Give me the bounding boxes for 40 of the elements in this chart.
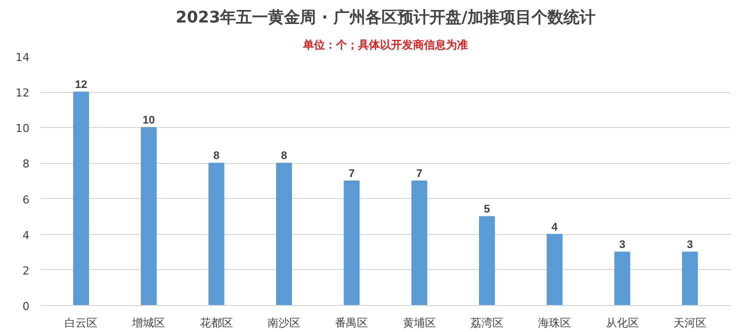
x-tick-label: 花都区 xyxy=(200,316,233,330)
x-tick-label: 黄埔区 xyxy=(402,316,436,330)
x-tick-label: 南沙区 xyxy=(268,316,301,330)
chart-title: 2023年五一黄金周 · 广州各区预计开盘/加推项目个数统计 xyxy=(176,8,596,26)
bar xyxy=(73,92,90,306)
data-label: 5 xyxy=(484,204,490,216)
y-tick-label: 10 xyxy=(16,122,30,136)
bar xyxy=(344,180,360,306)
data-label: 3 xyxy=(619,239,626,252)
y-tick-label: 12 xyxy=(16,86,30,100)
data-label: 3 xyxy=(686,239,693,252)
y-tick-label: 4 xyxy=(22,228,30,242)
bar xyxy=(479,216,495,306)
chart-subtitle: 单位：个；具体以开发商信息为准 xyxy=(302,38,468,52)
bar xyxy=(614,252,630,306)
x-tick-label: 番禺区 xyxy=(335,316,368,330)
data-label: 7 xyxy=(348,168,355,180)
x-tick-label: 增城区 xyxy=(131,316,166,330)
data-label: 7 xyxy=(416,168,422,180)
data-label: 8 xyxy=(280,150,288,162)
x-tick-label: 海珠区 xyxy=(538,316,572,330)
bar xyxy=(276,162,292,306)
y-tick-label: 6 xyxy=(22,193,30,206)
bar xyxy=(140,127,157,306)
y-tick-label: 8 xyxy=(22,158,30,171)
y-tick-label: 0 xyxy=(22,300,30,313)
data-label: 10 xyxy=(142,114,155,127)
y-tick-label: 14 xyxy=(16,51,30,64)
x-tick-label: 从化区 xyxy=(606,316,639,330)
bar xyxy=(411,180,428,306)
bar xyxy=(546,234,563,306)
x-tick-label: 荔湾区 xyxy=(470,316,504,330)
data-label: 8 xyxy=(213,150,220,162)
bar xyxy=(682,252,698,306)
x-tick-label: 天河区 xyxy=(673,316,706,330)
y-tick-label: 2 xyxy=(22,264,30,278)
data-label: 4 xyxy=(552,221,559,234)
data-label: 12 xyxy=(74,79,88,92)
bar xyxy=(208,162,224,306)
x-tick-label: 白云区 xyxy=(64,316,98,330)
